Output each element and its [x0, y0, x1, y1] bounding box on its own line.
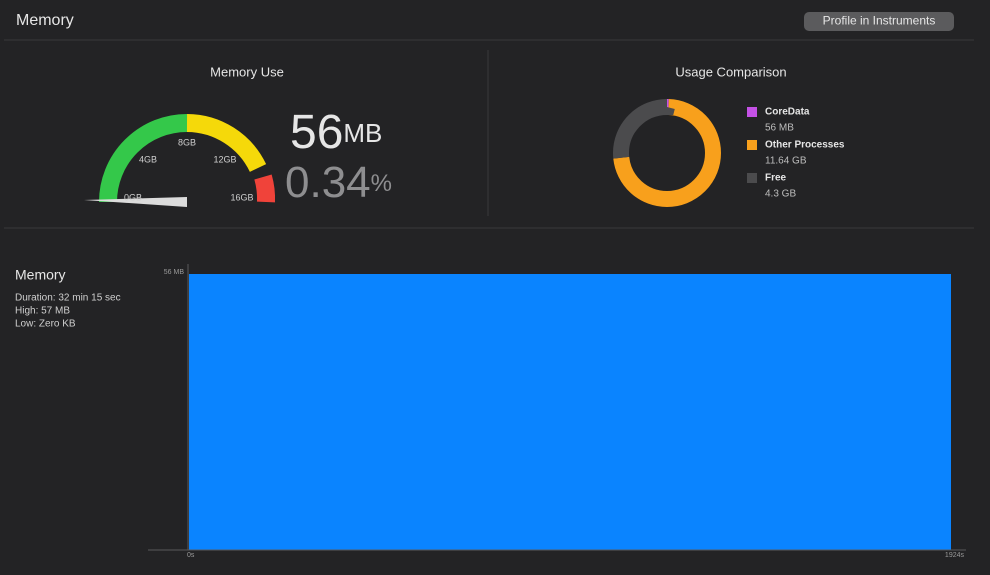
profile-button[interactable]	[804, 12, 954, 31]
memory-use-title: Memory Use	[210, 64, 284, 79]
header-title: Memory	[16, 12, 74, 29]
legend-swatch	[747, 107, 757, 117]
gauge-needle	[84, 197, 187, 207]
legend-swatch	[747, 173, 757, 183]
gauge-green	[99, 114, 188, 203]
donut	[613, 99, 721, 207]
memory-percent-unit: %	[371, 170, 392, 197]
gauge-label: 12GB	[213, 154, 236, 164]
legend-value: 56 MB	[765, 123, 794, 134]
gauge-label: 4GB	[139, 154, 157, 164]
gauge-yellow	[186, 114, 267, 173]
legend-name: Other Processes	[765, 140, 845, 151]
timeline-title: Memory	[15, 267, 66, 283]
profile-button-label[interactable]: Profile in Instruments	[823, 14, 936, 28]
legend-value: 11.64 GB	[765, 156, 807, 167]
timeline-stat: Low: Zero KB	[15, 319, 76, 330]
donut-segment	[613, 99, 721, 207]
memory-percent-number: 0.34	[285, 158, 371, 207]
gauge-label: 8GB	[178, 137, 196, 147]
gauge-red	[254, 174, 276, 203]
legend-value: 4.3 GB	[765, 189, 796, 200]
memory-value: 56MB	[290, 106, 382, 159]
memory-value-number: 56	[290, 106, 343, 159]
memory-area	[189, 274, 951, 550]
legend: CoreData 56 MB Other Processes 11.64 GB Free…	[747, 107, 845, 200]
gauge-label: 16GB	[230, 192, 253, 202]
memory-percent: 0.34%	[285, 158, 392, 207]
donut-segment	[613, 99, 721, 207]
legend-name: CoreData	[765, 107, 810, 118]
memory-value-unit: MB	[343, 118, 382, 148]
usage-title: Usage Comparison	[675, 64, 786, 79]
gauge-label: 0GB	[124, 192, 142, 202]
legend-swatch	[747, 140, 757, 150]
x-label-end: 1924s	[945, 552, 965, 559]
timeline-stat: Duration: 32 min 15 sec	[15, 293, 121, 304]
x-label-start: 0s	[187, 552, 195, 559]
timeline-stat: High: 57 MB	[15, 306, 70, 317]
y-label: 56 MB	[164, 269, 185, 276]
legend-name: Free	[765, 173, 787, 184]
